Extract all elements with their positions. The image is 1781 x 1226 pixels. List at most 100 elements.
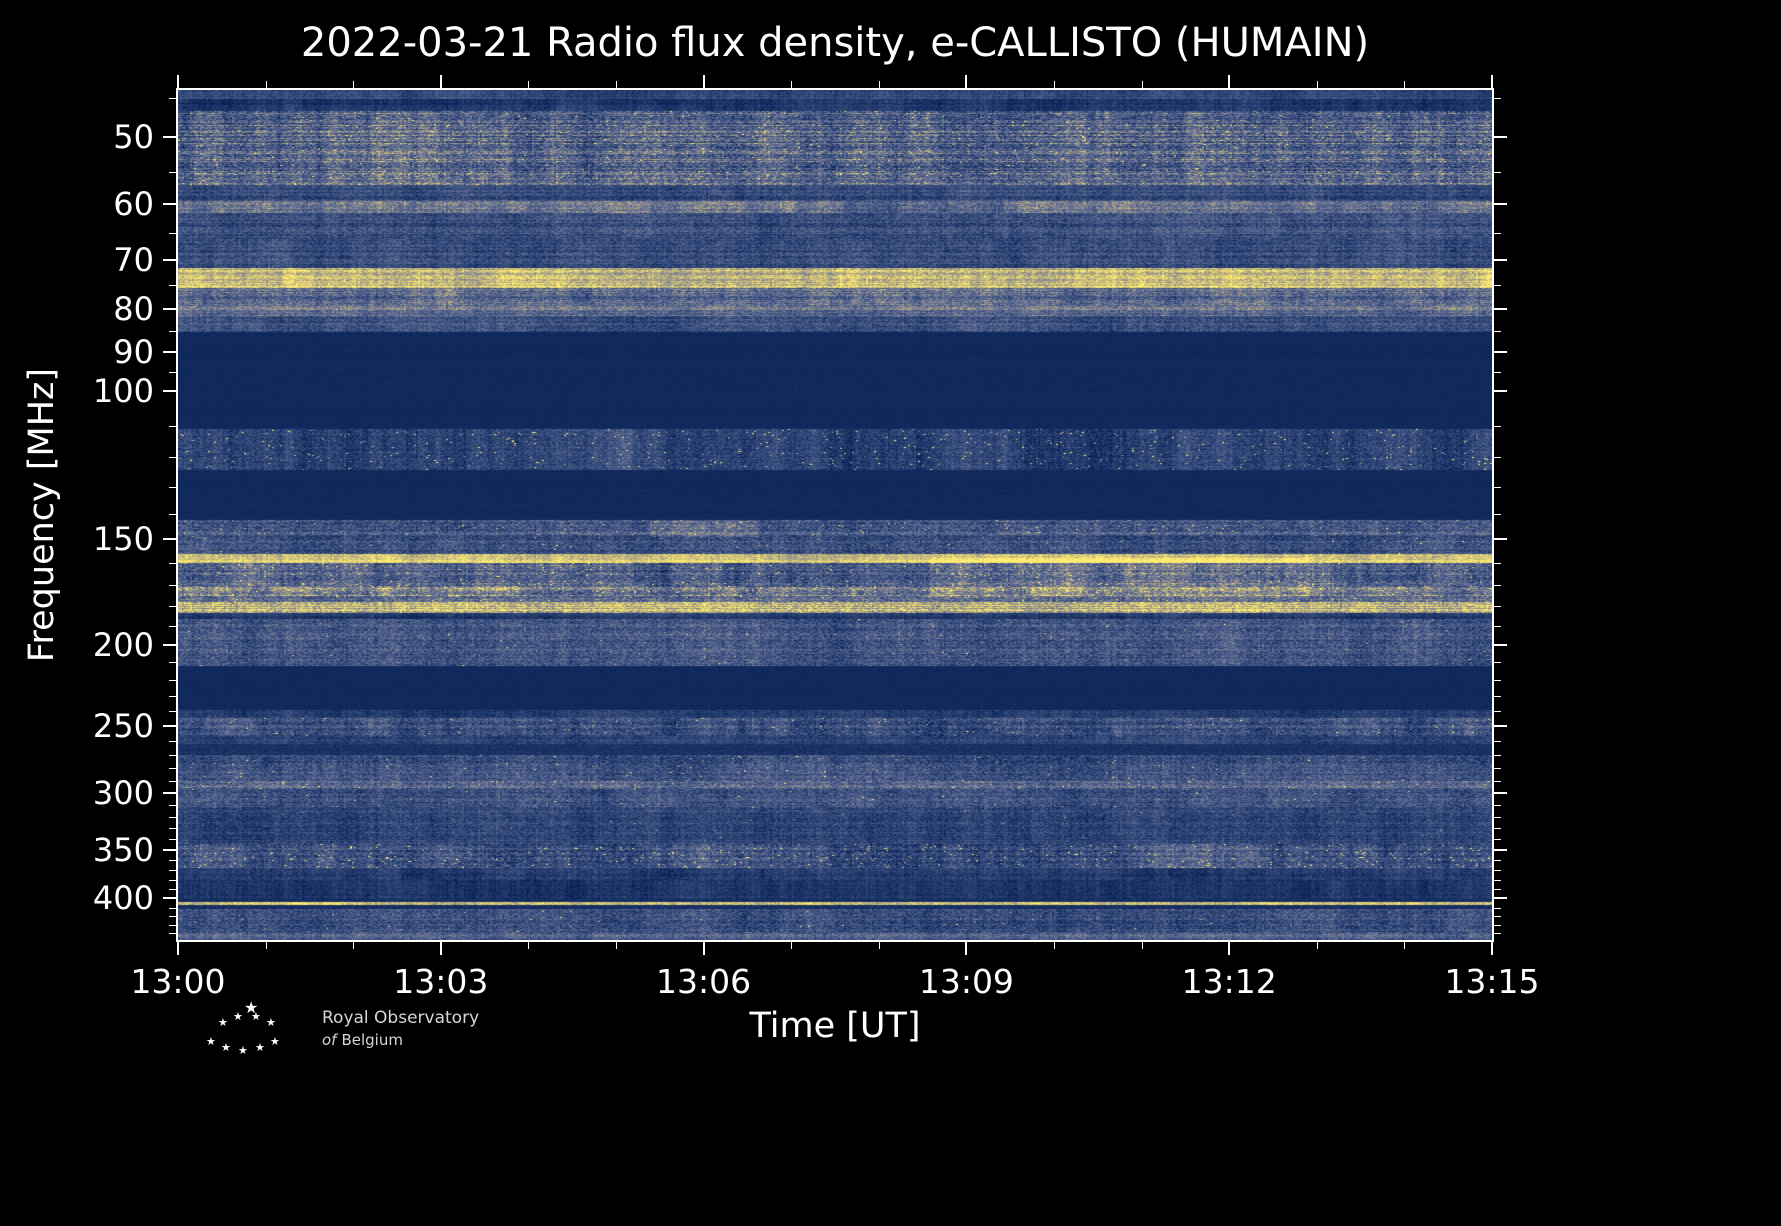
x-tick-minor-top: [878, 81, 880, 88]
y-tick-minor: [169, 933, 176, 935]
chart-title: 2022-03-21 Radio flux density, e-CALLIST…: [300, 20, 1370, 66]
x-tick-minor: [1054, 942, 1055, 949]
y-tick-minor: [169, 695, 176, 697]
star-icon: ★: [206, 1035, 216, 1048]
y-tick-major-right: [1494, 135, 1507, 138]
star-icon: ★: [238, 1044, 248, 1057]
y-tick-minor-right: [1494, 662, 1501, 664]
y-tick-minor-right: [1494, 98, 1501, 100]
x-tick-minor-top: [265, 81, 267, 88]
x-tick-label: 13:03: [393, 962, 489, 1001]
x-tick-major: [439, 942, 442, 955]
x-tick-minor-top: [791, 81, 793, 88]
star-icon: ★: [270, 1035, 280, 1048]
y-tick-minor: [169, 679, 176, 681]
x-tick-minor-top: [1404, 81, 1406, 88]
y-tick-minor-right: [1494, 371, 1501, 373]
y-tick-major: [163, 202, 176, 205]
y-tick-major-right: [1494, 259, 1507, 262]
y-tick-label: 60: [113, 184, 154, 223]
rob-logo-line1: Royal Observatory: [322, 1008, 480, 1028]
y-tick-label: 150: [92, 520, 154, 559]
y-tick-minor-right: [1494, 171, 1501, 173]
y-tick-label: 50: [113, 117, 154, 156]
y-tick-minor-right: [1494, 916, 1501, 918]
y-tick-minor-right: [1494, 457, 1501, 459]
y-tick-minor-right: [1494, 711, 1501, 713]
y-tick-minor: [169, 859, 176, 861]
y-tick-major-right: [1494, 848, 1507, 851]
y-tick-minor-right: [1494, 585, 1501, 587]
y-tick-minor: [169, 754, 176, 756]
x-tick-minor: [878, 942, 880, 949]
x-tick-major-top: [177, 75, 179, 88]
y-tick-minor: [169, 711, 176, 713]
y-tick-label: 100: [92, 371, 154, 410]
y-tick-minor: [169, 767, 176, 769]
x-tick-minor-top: [616, 81, 617, 88]
x-tick-minor: [265, 942, 267, 949]
x-tick-major: [965, 942, 968, 955]
y-tick-label: 400: [92, 879, 154, 918]
y-tick-label: 80: [113, 289, 154, 328]
y-tick-major: [163, 725, 176, 728]
x-tick-major: [702, 942, 705, 955]
y-tick-label: 250: [92, 707, 154, 746]
y-tick-minor: [169, 606, 176, 607]
y-tick-label: 90: [113, 333, 154, 372]
x-tick-major: [1228, 942, 1231, 955]
y-tick-minor: [169, 232, 176, 234]
spectrogram-canvas: [178, 90, 1492, 940]
x-tick-major-top: [1228, 75, 1231, 88]
y-tick-major-right: [1494, 643, 1507, 646]
star-icon: ★: [244, 998, 259, 1017]
x-tick-major-top: [439, 75, 442, 88]
y-tick-minor: [169, 371, 176, 373]
y-tick-minor-right: [1494, 625, 1501, 627]
y-tick-minor: [169, 513, 176, 515]
y-tick-major: [163, 389, 176, 392]
y-tick-major-right: [1494, 307, 1507, 310]
x-tick-minor-top: [1316, 81, 1318, 88]
y-tick-major: [163, 897, 176, 900]
x-axis-label: Time [UT]: [749, 1006, 921, 1046]
y-tick-label: 300: [92, 774, 154, 813]
y-tick-major-right: [1494, 725, 1507, 728]
y-tick-major: [163, 643, 176, 646]
y-tick-minor: [169, 889, 176, 891]
y-tick-minor-right: [1494, 679, 1501, 681]
x-tick-label: 13:00: [130, 962, 226, 1001]
y-tick-minor-right: [1494, 232, 1501, 234]
y-tick-minor-right: [1494, 889, 1501, 891]
y-tick-major: [163, 792, 176, 795]
star-icon: ★: [251, 1010, 261, 1023]
y-tick-major: [163, 848, 176, 851]
y-tick-minor-right: [1494, 606, 1501, 607]
y-tick-minor: [169, 879, 176, 881]
y-tick-major-right: [1494, 389, 1507, 392]
x-tick-label: 13:06: [656, 962, 752, 1001]
y-tick-label: 200: [92, 625, 154, 664]
x-tick-minor-top: [528, 81, 530, 88]
y-tick-minor: [169, 562, 176, 564]
y-tick-minor: [169, 805, 176, 807]
y-tick-minor: [169, 838, 176, 840]
y-tick-minor: [169, 916, 176, 918]
y-tick-minor-right: [1494, 562, 1501, 564]
y-tick-minor-right: [1494, 805, 1501, 807]
x-tick-minor: [1316, 942, 1318, 949]
y-tick-label: 70: [113, 241, 154, 280]
star-icon: ★: [221, 1041, 231, 1054]
y-tick-minor: [169, 625, 176, 627]
y-tick-major-right: [1494, 897, 1507, 900]
y-tick-minor: [169, 924, 176, 926]
y-tick-major-right: [1494, 351, 1507, 354]
x-tick-label: 13:15: [1444, 962, 1540, 1001]
y-tick-major-right: [1494, 202, 1507, 205]
y-tick-minor-right: [1494, 695, 1501, 697]
y-tick-minor-right: [1494, 859, 1501, 861]
y-tick-major: [163, 135, 176, 138]
y-tick-minor: [169, 662, 176, 664]
rob-logo-line2: of Belgium: [322, 1031, 479, 1049]
